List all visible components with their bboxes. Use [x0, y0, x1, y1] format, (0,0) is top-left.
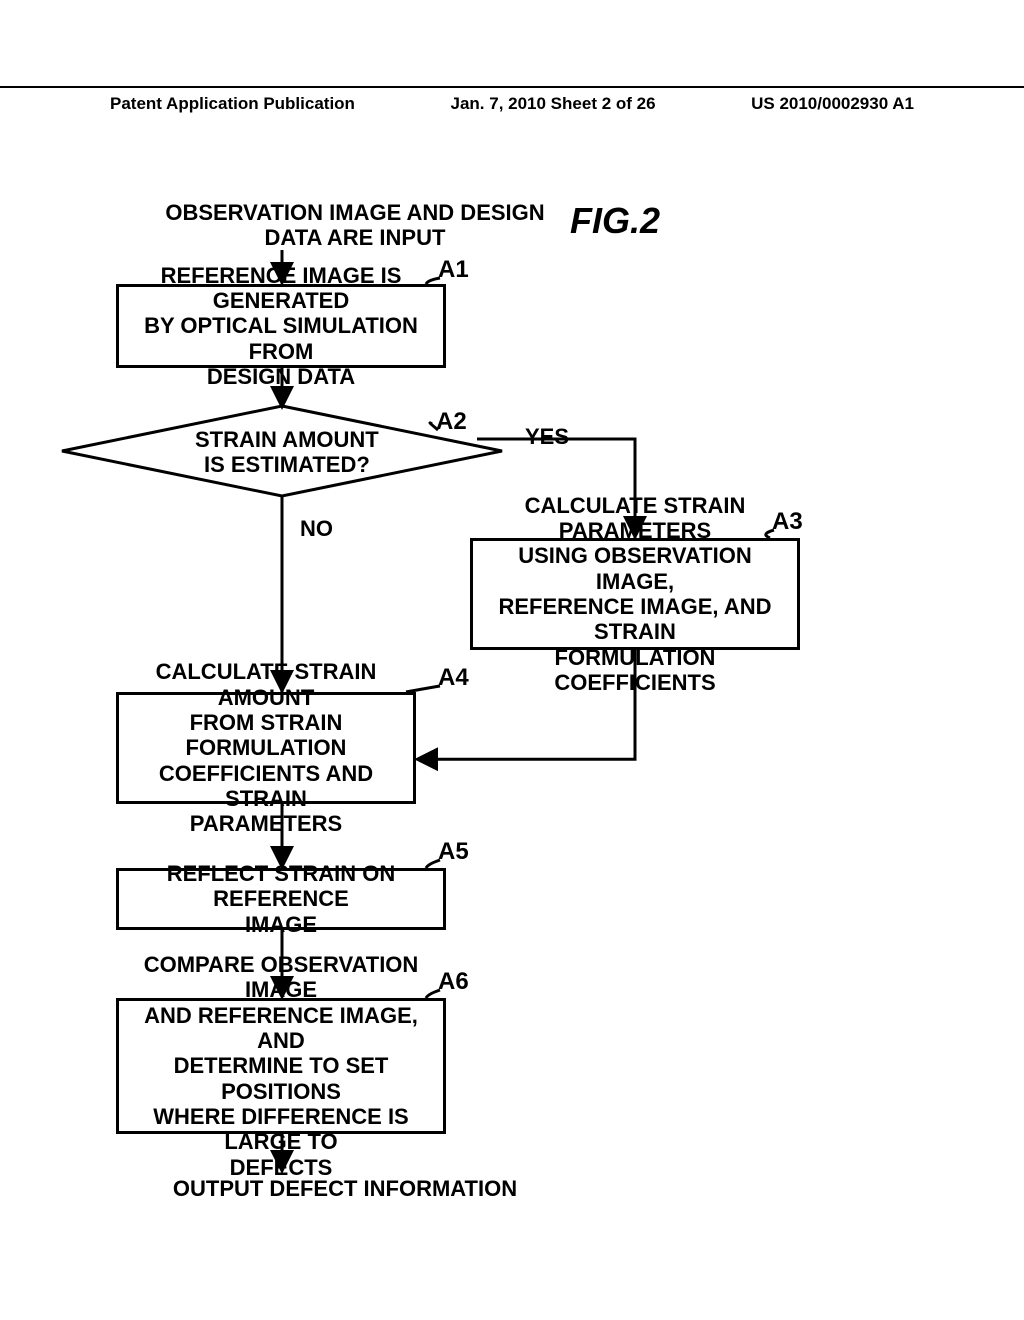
decision-a2-yes: YES	[525, 424, 569, 450]
flow-output-label: OUTPUT DEFECT INFORMATION	[145, 1176, 545, 1201]
header-left: Patent Application Publication	[110, 94, 355, 114]
figure-label: FIG.2	[570, 200, 660, 242]
step-label-a2: A2	[436, 408, 467, 436]
step-a3: CALCULATE STRAIN PARAMETERS USING OBSERV…	[470, 538, 800, 650]
step-a1: REFERENCE IMAGE IS GENERATED BY OPTICAL …	[116, 284, 446, 368]
step-a5: REFLECT STRAIN ON REFERENCE IMAGE	[116, 868, 446, 930]
header-center: Jan. 7, 2010 Sheet 2 of 26	[451, 94, 656, 114]
step-label-a6: A6	[438, 968, 469, 996]
step-label-a4: A4	[438, 664, 469, 692]
decision-a2-no: NO	[300, 516, 333, 542]
flow-input-label: OBSERVATION IMAGE AND DESIGN DATA ARE IN…	[155, 200, 555, 251]
page-header: Patent Application Publication Jan. 7, 2…	[0, 86, 1024, 114]
step-label-a5: A5	[438, 838, 469, 866]
header-right: US 2010/0002930 A1	[751, 94, 914, 114]
step-label-a1: A1	[438, 256, 469, 284]
step-a6: COMPARE OBSERVATION IMAGE AND REFERENCE …	[116, 998, 446, 1134]
step-a4: CALCULATE STRAIN AMOUNT FROM STRAIN FORM…	[116, 692, 416, 804]
decision-a2-text: STRAIN AMOUNT IS ESTIMATED?	[195, 427, 379, 478]
